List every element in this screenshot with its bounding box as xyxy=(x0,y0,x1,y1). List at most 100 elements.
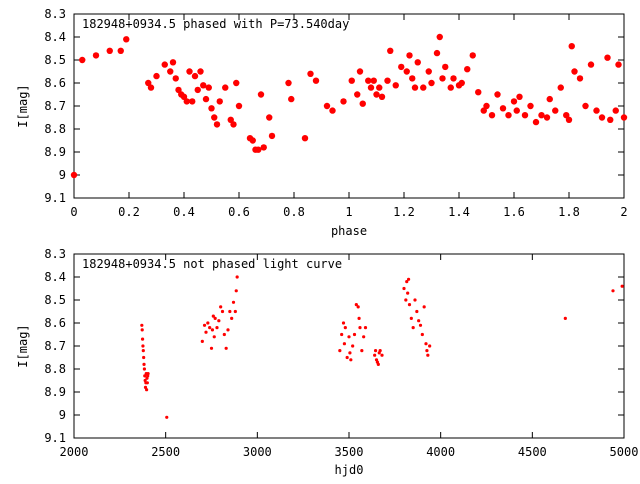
data-point xyxy=(358,326,362,330)
data-point xyxy=(552,107,559,114)
y-tick-label: 8.5 xyxy=(44,293,66,307)
y-tick-label: 8.3 xyxy=(44,247,66,261)
data-point xyxy=(576,75,584,82)
data-point xyxy=(409,316,413,320)
data-point xyxy=(217,319,221,323)
data-point xyxy=(563,316,567,320)
data-point xyxy=(338,349,342,353)
x-tick-label: 2 xyxy=(620,205,627,219)
data-point xyxy=(488,112,496,119)
data-point xyxy=(348,351,352,355)
data-point xyxy=(222,332,226,337)
data-point xyxy=(505,112,512,119)
data-point xyxy=(175,86,182,94)
data-point xyxy=(563,112,570,119)
data-point xyxy=(323,102,331,110)
data-point xyxy=(341,321,346,325)
data-point xyxy=(510,98,518,105)
data-point xyxy=(373,91,380,98)
data-point xyxy=(557,84,564,91)
data-point xyxy=(200,82,207,89)
x-tick-label: 0.2 xyxy=(118,205,140,219)
data-point xyxy=(425,68,432,75)
x-tick-label: 1.6 xyxy=(503,205,525,219)
x-tick-label: 5000 xyxy=(610,445,639,459)
data-point xyxy=(458,79,465,87)
data-point xyxy=(380,353,384,357)
data-point xyxy=(117,47,124,54)
data-point xyxy=(147,84,155,91)
data-point xyxy=(420,332,424,337)
data-point xyxy=(593,107,600,114)
data-point xyxy=(354,303,358,307)
data-point xyxy=(415,309,419,314)
data-point xyxy=(442,63,449,71)
data-point xyxy=(378,349,382,353)
data-point xyxy=(411,84,419,91)
data-point xyxy=(611,289,615,293)
data-point xyxy=(257,91,265,98)
data-point xyxy=(568,43,575,50)
data-point xyxy=(405,280,409,284)
data-point xyxy=(233,309,237,314)
x-tick-label: 0.4 xyxy=(173,205,195,219)
data-point xyxy=(347,335,351,339)
data-point xyxy=(268,132,276,140)
data-point xyxy=(143,374,147,378)
x-axis-label: phase xyxy=(331,224,367,238)
data-point xyxy=(615,61,622,68)
x-tick-label: 0.8 xyxy=(283,205,305,219)
data-point xyxy=(186,68,193,75)
data-point xyxy=(363,326,368,330)
data-point xyxy=(356,305,360,309)
data-point xyxy=(527,102,534,110)
data-point xyxy=(230,121,237,128)
data-point xyxy=(224,346,228,350)
data-point xyxy=(235,102,243,110)
data-point xyxy=(92,52,100,59)
data-point xyxy=(202,323,207,327)
y-tick-label: 8.5 xyxy=(44,53,66,67)
data-point xyxy=(426,353,430,357)
data-point xyxy=(200,339,204,343)
data-point xyxy=(145,388,149,392)
data-points xyxy=(70,33,628,179)
data-point xyxy=(354,91,361,98)
data-point xyxy=(183,98,190,105)
data-point xyxy=(362,335,366,339)
y-tick-label: 9 xyxy=(59,408,66,422)
data-point xyxy=(234,289,238,293)
data-point xyxy=(266,114,273,121)
data-point xyxy=(404,298,408,302)
data-point xyxy=(307,70,314,78)
data-point xyxy=(521,112,529,119)
data-point xyxy=(392,82,399,89)
data-point xyxy=(260,144,267,151)
data-point xyxy=(546,95,553,103)
data-point xyxy=(215,326,219,330)
data-point xyxy=(169,59,177,66)
y-tick-label: 8.8 xyxy=(44,362,66,376)
data-point xyxy=(342,342,347,346)
data-point xyxy=(352,332,357,337)
data-point xyxy=(142,355,146,360)
chart-title: 182948+0934.5 phased with P=73.540day xyxy=(82,17,349,31)
data-point xyxy=(204,330,208,334)
data-point xyxy=(565,116,573,124)
data-point xyxy=(532,118,540,126)
data-point xyxy=(213,316,217,320)
data-point xyxy=(406,277,411,281)
data-point xyxy=(433,49,441,57)
y-tick-label: 8.8 xyxy=(44,122,66,136)
y-tick-label: 8.3 xyxy=(44,7,66,21)
data-point xyxy=(475,89,482,96)
data-point xyxy=(202,95,210,103)
data-point xyxy=(340,98,347,105)
data-point xyxy=(140,328,144,332)
data-point xyxy=(227,116,234,124)
data-point xyxy=(211,314,215,318)
y-tick-label: 8.7 xyxy=(44,339,66,353)
data-point xyxy=(329,107,336,114)
data-point xyxy=(180,93,188,101)
data-point xyxy=(425,349,429,353)
